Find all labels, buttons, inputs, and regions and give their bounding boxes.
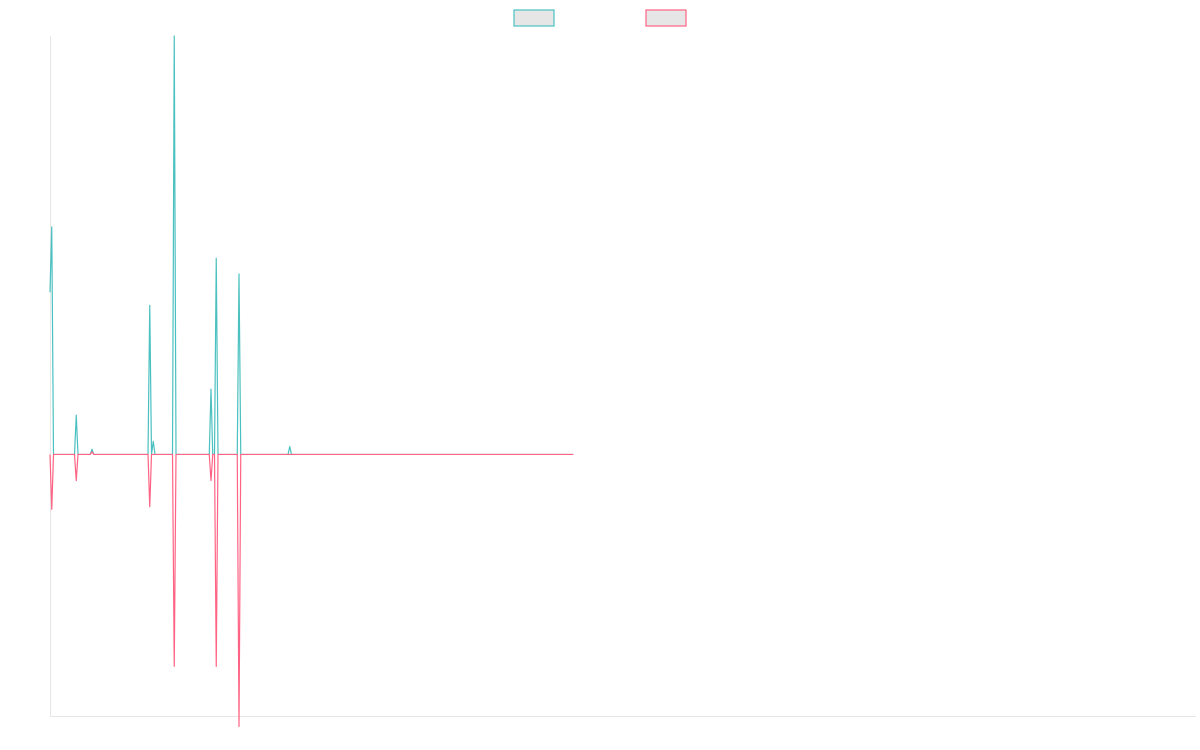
series-group bbox=[49, 35, 574, 728]
series-line-1 bbox=[49, 451, 574, 728]
legend-swatch-0[interactable] bbox=[513, 9, 555, 27]
legend bbox=[513, 9, 687, 27]
series-line-0 bbox=[49, 35, 574, 456]
legend-swatch-1[interactable] bbox=[645, 9, 687, 27]
